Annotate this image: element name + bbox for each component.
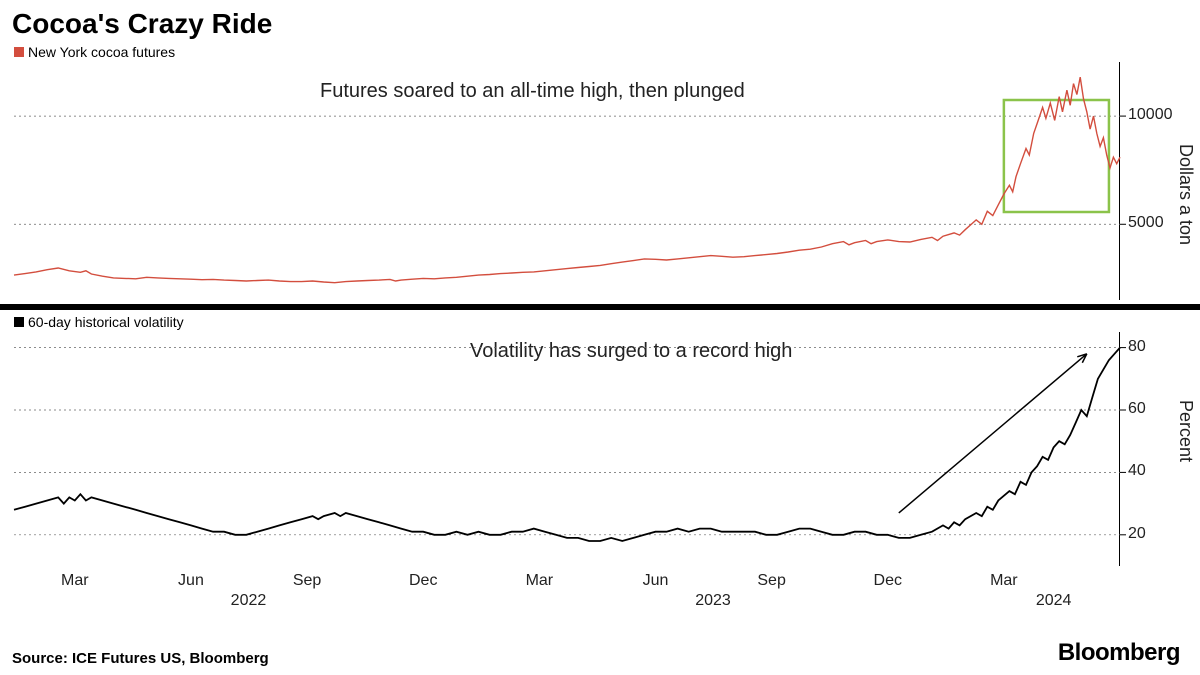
xtick-label: Dec	[874, 572, 902, 590]
legend-futures: New York cocoa futures	[0, 44, 1200, 60]
ytick-label: 60	[1128, 400, 1146, 418]
xyear-label: 2024	[1036, 592, 1072, 610]
x-axis: Mar Jun Sep Dec Mar Jun Sep Dec Mar 2022 2023 2024	[14, 570, 1120, 618]
ytick-label: 20	[1128, 525, 1146, 543]
ytick-label: 5000	[1128, 214, 1164, 232]
chart-title: Cocoa's Crazy Ride	[0, 0, 1200, 44]
panel-futures: New York cocoa futures Futures soared to…	[0, 44, 1200, 304]
xyear-label: 2022	[231, 592, 267, 610]
xtick-label: Sep	[757, 572, 785, 590]
xtick-label: Mar	[526, 572, 554, 590]
legend-volatility: 60-day historical volatility	[0, 310, 1200, 330]
ylabel-futures: Dollars a ton	[1175, 144, 1196, 245]
ytick-label: 80	[1128, 338, 1146, 356]
xyear-label: 2023	[695, 592, 731, 610]
chart-svg-futures	[14, 62, 1120, 300]
source-text: Source: ICE Futures US, Bloomberg	[12, 650, 269, 667]
ytick-label: 40	[1128, 462, 1146, 480]
chart-svg-volatility	[14, 332, 1120, 566]
legend-label-futures: New York cocoa futures	[28, 44, 175, 60]
xtick-label: Dec	[409, 572, 437, 590]
panel-volatility: 60-day historical volatility Volatility …	[0, 310, 1200, 570]
xtick-label: Jun	[178, 572, 204, 590]
brand-logo: Bloomberg	[1058, 639, 1180, 667]
legend-swatch-volatility	[14, 317, 24, 327]
legend-swatch-futures	[14, 47, 24, 57]
legend-label-volatility: 60-day historical volatility	[28, 314, 184, 330]
ylabel-volatility: Percent	[1175, 400, 1196, 462]
xtick-label: Mar	[990, 572, 1018, 590]
xtick-label: Mar	[61, 572, 89, 590]
ytick-label: 10000	[1128, 106, 1173, 124]
xtick-label: Sep	[293, 572, 321, 590]
xtick-label: Jun	[643, 572, 669, 590]
